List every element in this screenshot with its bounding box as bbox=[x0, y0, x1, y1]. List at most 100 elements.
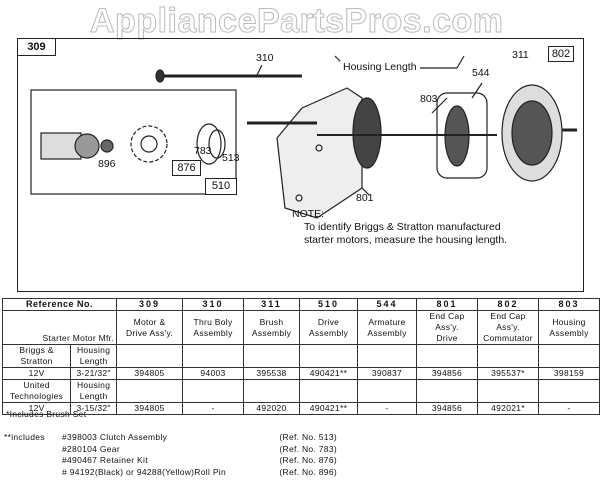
col-description: Thru Boly Assembly bbox=[182, 310, 244, 345]
callout-803: 803 bbox=[420, 93, 438, 105]
empty-cell bbox=[243, 379, 300, 403]
desc-line: Drive bbox=[436, 333, 458, 343]
desc-line: Commutator bbox=[483, 333, 533, 343]
housing-length: 3-21/32" bbox=[70, 367, 117, 380]
ref-main-label: 309 bbox=[17, 38, 56, 56]
col-ref: 544 bbox=[357, 298, 417, 311]
desc-line: Drive bbox=[317, 316, 340, 327]
mfr-header: Starter Motor Mfr. bbox=[2, 310, 117, 345]
part-number: 94003 bbox=[182, 367, 244, 380]
callout-544: 544 bbox=[472, 67, 490, 79]
col-description: Motor & Drive Ass'y. bbox=[116, 310, 183, 345]
empty-cell bbox=[182, 344, 244, 368]
footnote-part: #490467 Retainer Kit bbox=[62, 455, 148, 465]
empty-cell bbox=[116, 379, 183, 403]
col-description: Drive Assembly bbox=[299, 310, 358, 345]
footnote-ref: (Ref. No. 876) bbox=[279, 455, 337, 465]
footnote-part: # 94192(Black) or 94288(Yellow)Roll Pin bbox=[62, 466, 226, 477]
col-ref: 802 bbox=[477, 298, 539, 311]
desc-line: Drive Ass'y. bbox=[125, 327, 174, 338]
footnote-item: # 94192(Black) or 94288(Yellow)Roll Pin (… bbox=[62, 467, 337, 479]
callout-802: 802 bbox=[548, 46, 574, 62]
desc-line: Motor & bbox=[133, 316, 166, 327]
part-number: 394805 bbox=[116, 402, 183, 415]
col-ref: 311 bbox=[243, 298, 300, 311]
desc-line: Assembly bbox=[308, 327, 349, 338]
empty-cell bbox=[357, 344, 417, 368]
inset-box bbox=[30, 89, 237, 195]
desc-line: Assembly bbox=[251, 327, 292, 338]
desc-line: Housing bbox=[552, 316, 586, 327]
part-number: 394805 bbox=[116, 367, 183, 380]
part-number: - bbox=[538, 402, 600, 415]
footnote-item: #280104 Gear (Ref. No. 783) bbox=[62, 444, 337, 456]
desc-line: Brush bbox=[259, 316, 284, 327]
footnote-items: #398003 Clutch Assembly (Ref. No. 513) #28… bbox=[62, 432, 337, 478]
diagram-frame bbox=[17, 38, 584, 292]
part-number: 390837 bbox=[357, 367, 417, 380]
mfr-row: Briggs & Stratton Housing Length bbox=[1, 344, 600, 368]
housing-length-label: Housing Length bbox=[340, 61, 420, 73]
voltage: 12V bbox=[1, 367, 72, 380]
part-number: 394856 bbox=[416, 367, 478, 380]
empty-cell bbox=[357, 379, 417, 403]
part-number: 490421** bbox=[299, 402, 358, 415]
mfr-name: Briggs & Stratton bbox=[1, 344, 72, 368]
empty-cell bbox=[477, 379, 539, 403]
desc-line: End Cap Ass'y. bbox=[429, 311, 465, 332]
footnote-double-label: **includes bbox=[4, 432, 45, 442]
empty-cell bbox=[299, 379, 358, 403]
callout-510: 510 bbox=[205, 178, 237, 195]
ref-header: Reference No. bbox=[2, 298, 117, 311]
part-number: 395538 bbox=[243, 367, 300, 380]
callout-896: 896 bbox=[98, 158, 116, 170]
empty-cell bbox=[182, 379, 244, 403]
part-number: 395537* bbox=[477, 367, 539, 380]
footnote-single: *Includes Brush Set bbox=[6, 409, 87, 419]
description-row: Starter Motor Mfr. Motor & Drive Ass'y. Th… bbox=[2, 310, 600, 345]
voltage: 12V bbox=[1, 402, 72, 415]
footnote-ref: (Ref. No. 783) bbox=[279, 443, 337, 454]
desc-line: Assembly bbox=[193, 327, 233, 338]
part-number: 398159 bbox=[538, 367, 600, 380]
col-description: Armature Assembly bbox=[357, 310, 417, 345]
part-number: 492020 bbox=[243, 402, 300, 415]
parts-drawing bbox=[30, 55, 577, 219]
housing-length-header: Housing Length bbox=[70, 379, 117, 403]
empty-cell bbox=[299, 344, 358, 368]
parts-table: Reference No. 309 310 311 510 544 801 80… bbox=[1, 298, 600, 415]
col-description: Brush Assembly bbox=[243, 310, 300, 345]
empty-cell bbox=[477, 344, 539, 368]
callout-310: 310 bbox=[256, 52, 274, 64]
col-description: End Cap Ass'y. Drive bbox=[416, 310, 478, 345]
footnote-part: #280104 Gear bbox=[62, 443, 120, 454]
col-ref: 310 bbox=[182, 298, 244, 311]
footnote-item: #490467 Retainer Kit (Ref. No. 876) bbox=[62, 455, 337, 467]
mfr-name: United Technologies bbox=[1, 379, 72, 403]
col-description: End Cap Ass'y. Commutator bbox=[477, 310, 539, 345]
part-number: 490421** bbox=[299, 367, 358, 380]
mfr-row: United Technologies Housing Length bbox=[1, 379, 600, 403]
footnote-part: #398003 Clutch Assembly bbox=[62, 432, 168, 442]
callout-513: 513 bbox=[222, 152, 240, 164]
part-number: - bbox=[182, 402, 244, 415]
part-number: 492021* bbox=[477, 402, 539, 415]
empty-cell bbox=[116, 344, 183, 368]
col-ref: 803 bbox=[538, 298, 600, 311]
note-line-1: To identify Briggs & Stratton manufactur… bbox=[304, 221, 501, 233]
table-row: 12V 3-21/32" 394805 94003 395538 490421** 3908… bbox=[1, 367, 600, 380]
empty-cell bbox=[416, 344, 478, 368]
table-row: 12V 3-15/32" 394805-492020 490421** -394856 4… bbox=[1, 402, 600, 415]
col-ref: 309 bbox=[116, 298, 183, 311]
empty-cell bbox=[538, 344, 600, 368]
note: NOTE: To identify Briggs & Stratton manu… bbox=[292, 208, 507, 247]
col-description: Housing Assembly bbox=[538, 310, 600, 345]
footnote-item: #398003 Clutch Assembly (Ref. No. 513) bbox=[62, 432, 337, 444]
watermark: AppliancePartsPros.com bbox=[89, 2, 504, 41]
desc-line: End Cap Ass'y. bbox=[490, 311, 526, 332]
desc-line: Armature bbox=[368, 316, 406, 327]
callout-801: 801 bbox=[356, 192, 374, 204]
callout-783: 783 bbox=[194, 145, 212, 157]
note-title: NOTE: bbox=[292, 208, 325, 220]
callout-876: 876 bbox=[172, 160, 201, 176]
